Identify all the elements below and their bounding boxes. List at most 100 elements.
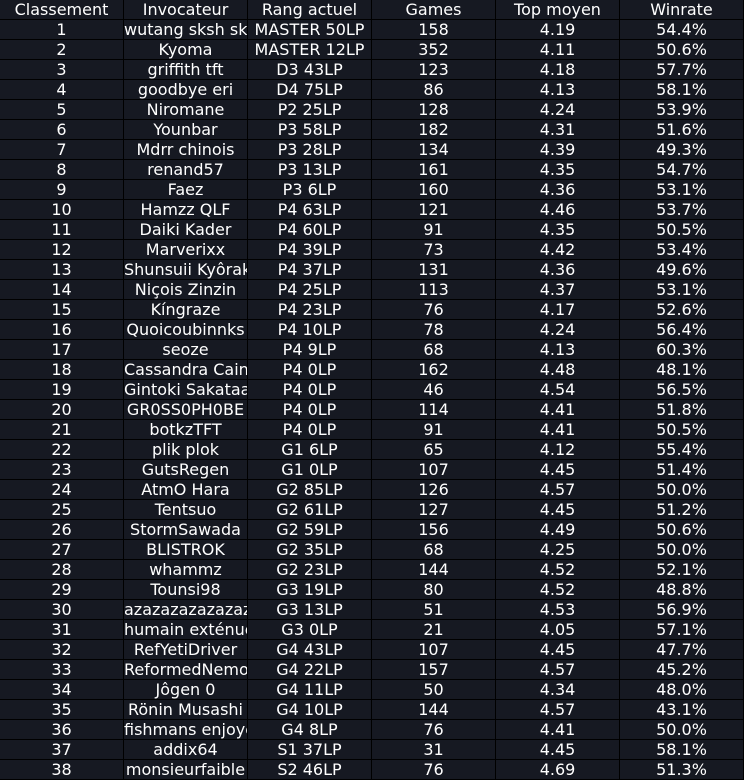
winrate-cell: 50.6% — [620, 40, 744, 60]
summoner-cell: addix64 — [124, 740, 248, 760]
winrate-cell: 48.1% — [620, 360, 744, 380]
avg-placement-cell: 4.48 — [496, 360, 620, 380]
avg-placement-cell: 4.41 — [496, 720, 620, 740]
rank-tier-cell: G3 19LP — [248, 580, 372, 600]
rank-tier-cell: S1 37LP — [248, 740, 372, 760]
games-cell: 126 — [372, 480, 496, 500]
summoner-cell: BLISTROK — [124, 540, 248, 560]
games-cell: 131 — [372, 260, 496, 280]
rank-cell: 33 — [0, 660, 124, 680]
summoner-cell: Quoicoubinnks — [124, 320, 248, 340]
rank-cell: 13 — [0, 260, 124, 280]
games-cell: 46 — [372, 380, 496, 400]
rank-tier-cell: P4 0LP — [248, 360, 372, 380]
games-cell: 160 — [372, 180, 496, 200]
rank-cell: 3 — [0, 60, 124, 80]
winrate-cell: 51.2% — [620, 500, 744, 520]
games-cell: 121 — [372, 200, 496, 220]
rank-tier-cell: G3 0LP — [248, 620, 372, 640]
games-cell: 31 — [372, 740, 496, 760]
avg-placement-cell: 4.19 — [496, 20, 620, 40]
avg-placement-cell: 4.41 — [496, 400, 620, 420]
avg-placement-cell: 4.45 — [496, 500, 620, 520]
rank-cell: 2 — [0, 40, 124, 60]
rank-cell: 6 — [0, 120, 124, 140]
summoner-cell: Tentsuo — [124, 500, 248, 520]
games-cell: 352 — [372, 40, 496, 60]
header-top-moyen: Top moyen — [496, 0, 620, 20]
rank-tier-cell: G2 85LP — [248, 480, 372, 500]
winrate-cell: 52.1% — [620, 560, 744, 580]
summoner-cell: Niçois Zinzin — [124, 280, 248, 300]
games-cell: 107 — [372, 460, 496, 480]
rank-tier-cell: P3 28LP — [248, 140, 372, 160]
rank-tier-cell: G2 59LP — [248, 520, 372, 540]
rank-tier-cell: G2 35LP — [248, 540, 372, 560]
rank-cell: 36 — [0, 720, 124, 740]
rank-cell: 8 — [0, 160, 124, 180]
summoner-cell: Hamzz QLF — [124, 200, 248, 220]
header-invocateur: Invocateur — [124, 0, 248, 20]
winrate-cell: 52.6% — [620, 300, 744, 320]
winrate-cell: 53.1% — [620, 180, 744, 200]
rank-cell: 27 — [0, 540, 124, 560]
avg-placement-cell: 4.24 — [496, 100, 620, 120]
avg-placement-cell: 4.57 — [496, 700, 620, 720]
games-cell: 114 — [372, 400, 496, 420]
avg-placement-cell: 4.57 — [496, 660, 620, 680]
summoner-cell: humain exténue — [124, 620, 248, 640]
games-cell: 86 — [372, 80, 496, 100]
rank-cell: 28 — [0, 560, 124, 580]
games-cell: 76 — [372, 720, 496, 740]
winrate-cell: 51.3% — [620, 760, 744, 780]
rank-tier-cell: G4 43LP — [248, 640, 372, 660]
rank-tier-cell: P4 39LP — [248, 240, 372, 260]
summoner-cell: griffith tft — [124, 60, 248, 80]
rank-cell: 12 — [0, 240, 124, 260]
avg-placement-cell: 4.69 — [496, 760, 620, 780]
rank-cell: 30 — [0, 600, 124, 620]
games-cell: 157 — [372, 660, 496, 680]
winrate-cell: 54.4% — [620, 20, 744, 40]
summoner-cell: botkzTFT — [124, 420, 248, 440]
summoner-cell: goodbye eri — [124, 80, 248, 100]
avg-placement-cell: 4.05 — [496, 620, 620, 640]
winrate-cell: 50.5% — [620, 220, 744, 240]
winrate-cell: 47.7% — [620, 640, 744, 660]
rank-cell: 21 — [0, 420, 124, 440]
rank-tier-cell: P4 9LP — [248, 340, 372, 360]
winrate-cell: 53.7% — [620, 200, 744, 220]
summoner-cell: wutang sksh sks — [124, 20, 248, 40]
games-cell: 134 — [372, 140, 496, 160]
winrate-cell: 50.6% — [620, 520, 744, 540]
rank-tier-cell: S2 46LP — [248, 760, 372, 780]
games-cell: 80 — [372, 580, 496, 600]
rank-cell: 34 — [0, 680, 124, 700]
summoner-cell: monsieurfaible — [124, 760, 248, 780]
games-cell: 128 — [372, 100, 496, 120]
rank-cell: 20 — [0, 400, 124, 420]
summoner-cell: StormSawada — [124, 520, 248, 540]
rank-tier-cell: G4 8LP — [248, 720, 372, 740]
rank-tier-cell: MASTER 12LP — [248, 40, 372, 60]
rank-cell: 29 — [0, 580, 124, 600]
rank-cell: 31 — [0, 620, 124, 640]
avg-placement-cell: 4.49 — [496, 520, 620, 540]
summoner-cell: Marverixx — [124, 240, 248, 260]
rank-cell: 37 — [0, 740, 124, 760]
rank-tier-cell: P2 25LP — [248, 100, 372, 120]
avg-placement-cell: 4.13 — [496, 80, 620, 100]
avg-placement-cell: 4.24 — [496, 320, 620, 340]
summoner-cell: renand57 — [124, 160, 248, 180]
winrate-cell: 56.5% — [620, 380, 744, 400]
rank-cell: 4 — [0, 80, 124, 100]
winrate-cell: 43.1% — [620, 700, 744, 720]
rank-cell: 26 — [0, 520, 124, 540]
avg-placement-cell: 4.57 — [496, 480, 620, 500]
games-cell: 107 — [372, 640, 496, 660]
winrate-cell: 50.0% — [620, 720, 744, 740]
winrate-cell: 53.9% — [620, 100, 744, 120]
rank-tier-cell: G1 0LP — [248, 460, 372, 480]
rank-tier-cell: P4 0LP — [248, 380, 372, 400]
avg-placement-cell: 4.12 — [496, 440, 620, 460]
